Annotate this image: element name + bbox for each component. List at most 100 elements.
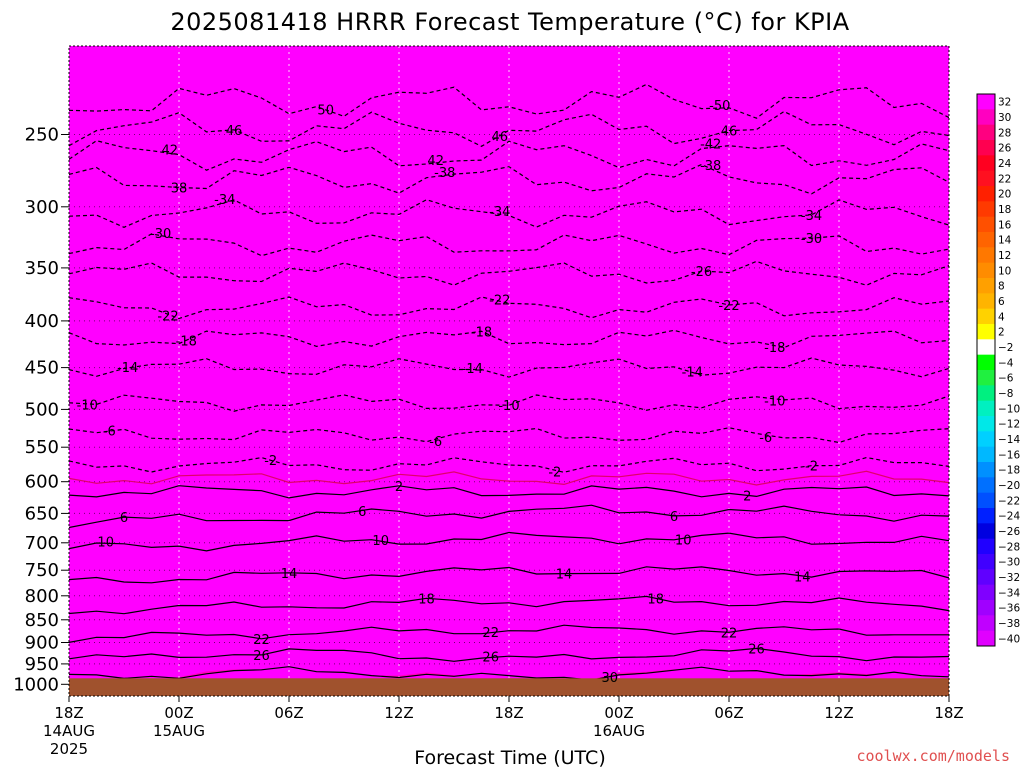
contour-0: [69, 470, 949, 486]
contour-label: -14: [117, 361, 138, 376]
x-tick-label: 06Z: [274, 704, 303, 722]
x-tick-label: 18Z: [54, 704, 83, 722]
contour-label: 26: [748, 642, 765, 657]
contour-label: -2: [548, 465, 561, 480]
colorbar-swatch: [977, 416, 995, 432]
contour-14: [69, 566, 949, 584]
contour-label: 10: [372, 534, 389, 549]
colorbar-label: −8: [998, 388, 1013, 400]
contour-label: -22: [489, 294, 510, 309]
contour--38: [69, 163, 949, 195]
contour-label: -6: [103, 425, 116, 440]
colorbar-swatch: [977, 109, 995, 126]
y-tick-label: 250: [25, 125, 59, 146]
colorbar-label: −38: [998, 618, 1020, 630]
contour-label: -6: [429, 435, 442, 450]
y-tick-label: 800: [25, 586, 59, 607]
contour-label: 14: [556, 568, 573, 583]
contour-label: -10: [498, 399, 519, 414]
contour-label: 6: [120, 511, 128, 526]
contour-label: 42: [427, 154, 444, 169]
colorbar-swatch: [977, 385, 995, 402]
contour-label: 6: [358, 505, 366, 520]
contour-label: 10: [675, 534, 692, 549]
colorbar-label: −10: [998, 403, 1020, 415]
colorbar-label: −40: [998, 633, 1020, 645]
y-tick-label: 650: [25, 503, 59, 524]
x-tick-label: 16AUG: [593, 722, 645, 740]
colorbar-swatch: [977, 186, 995, 202]
x-tick-label: 14AUG: [43, 722, 95, 740]
x-tick-label: 12Z: [824, 704, 853, 722]
x-tick-label: 18Z: [934, 704, 963, 722]
colorbar-swatch: [977, 446, 995, 463]
x-tick-label: 06Z: [714, 704, 743, 722]
x-tick-label: 2025: [50, 740, 88, 758]
colorbar-swatch: [977, 201, 995, 218]
colorbar-label: 4: [998, 311, 1005, 323]
contour--22: [69, 296, 949, 320]
colorbar-swatch: [977, 293, 995, 310]
colorbar-label: −32: [998, 572, 1020, 584]
x-tick-label: 18Z: [494, 704, 523, 722]
colorbar-label: −14: [998, 434, 1020, 446]
contour-label: -14: [462, 362, 483, 377]
contour-18: [69, 595, 949, 615]
colorbar-swatch: [977, 262, 995, 279]
colorbar-label: −2: [998, 342, 1013, 354]
contour-30: [69, 666, 949, 681]
y-axis: 2503003504004505005506006507007508008509…: [13, 125, 69, 695]
contour-label: 42: [162, 144, 179, 159]
colorbar-frame: [976, 93, 996, 647]
colorbar-label: 10: [998, 265, 1011, 277]
x-tick-label: 15AUG: [153, 722, 205, 740]
colorbar-swatch: [977, 600, 995, 616]
colorbar-label: −4: [998, 357, 1014, 369]
colorbar-label: 16: [998, 219, 1012, 231]
contour--10: [69, 394, 949, 412]
contour-label: 18: [647, 592, 664, 607]
contour-26: [69, 647, 949, 662]
contour--46: [69, 110, 949, 147]
colorbar-label: 28: [998, 127, 1011, 139]
colorbar-label: −18: [998, 465, 1020, 477]
contour-label: -22: [157, 310, 178, 325]
colorbar-label: −24: [998, 511, 1020, 523]
contour--2: [69, 456, 949, 473]
y-tick-label: 300: [25, 197, 59, 218]
colorbar-label: 26: [998, 143, 1012, 155]
contour-label: -34: [801, 209, 822, 224]
colorbar-swatch: [977, 124, 995, 141]
credit-link[interactable]: coolwx.com/models: [856, 747, 1010, 765]
colorbar-label: 30: [998, 112, 1011, 124]
contour-label: 46: [492, 130, 509, 145]
contour-label: 26: [253, 649, 270, 664]
colorbar-swatch: [977, 308, 995, 325]
colorbar-label: −22: [998, 495, 1020, 507]
contour-label: -34: [489, 205, 510, 220]
contour-label: -2: [805, 460, 818, 475]
contour-label: -18: [764, 341, 785, 356]
ground-surface: [69, 678, 949, 696]
colorbar-swatch: [977, 370, 995, 386]
y-tick-label: 750: [25, 560, 59, 581]
contour-label: -10: [77, 399, 98, 414]
colorbar-label: −36: [998, 603, 1020, 615]
contour-label: 30: [602, 671, 619, 686]
colorbar-label: 14: [998, 235, 1012, 247]
contour-label: 22: [253, 633, 270, 648]
contour-label: 10: [97, 536, 114, 551]
contour-label: -50: [709, 99, 730, 114]
colorbar-swatch: [977, 462, 995, 478]
contour-label: -30: [150, 227, 171, 242]
colorbar-swatch: [977, 477, 995, 494]
colorbar-swatch: [977, 554, 995, 570]
contour-label: 14: [281, 567, 298, 582]
colorbar-swatch: [977, 615, 995, 632]
colorbar-label: 2: [998, 327, 1005, 339]
contour-label: -2: [264, 454, 277, 469]
colorbar-swatch: [977, 324, 995, 340]
colorbar-label: 6: [998, 296, 1005, 308]
